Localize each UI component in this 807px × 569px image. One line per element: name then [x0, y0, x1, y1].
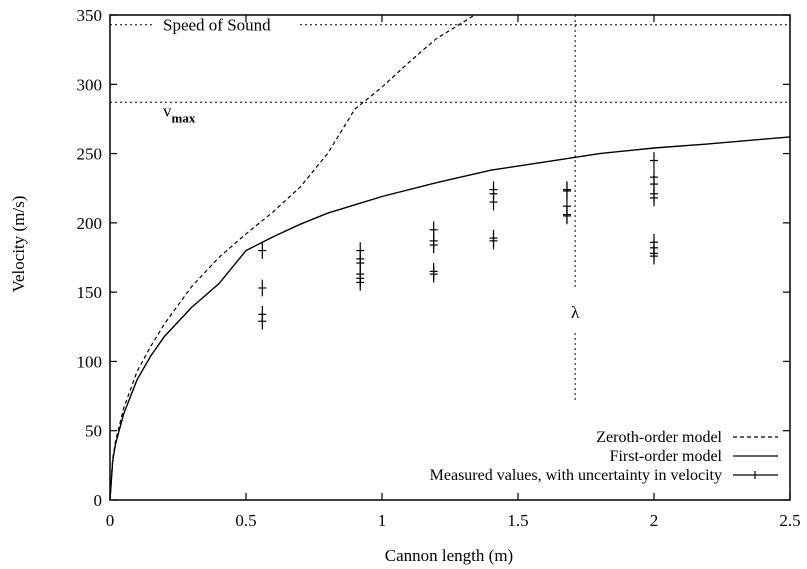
legend-label: Zeroth-order model — [596, 429, 722, 446]
x-tick-label: 1 — [378, 511, 387, 530]
x-tick-label: 1.5 — [507, 511, 528, 530]
data-point — [489, 193, 498, 211]
series-line-zeroth-order — [109, 14, 475, 501]
series-layer — [109, 14, 791, 501]
legend-label: First-order model — [610, 448, 723, 465]
x-tick-label: 2 — [650, 511, 659, 530]
y-tick-label: 50 — [85, 422, 102, 441]
data-point — [429, 265, 438, 283]
legend-label: Measured values, with uncertainty in vel… — [430, 467, 722, 484]
data-point — [258, 242, 267, 259]
data-point — [258, 312, 267, 330]
data-point — [489, 232, 498, 250]
x-tick-label: 0 — [106, 511, 115, 530]
data-point — [650, 189, 658, 207]
x-tick-label: 0.5 — [235, 511, 256, 530]
legend: Zeroth-order model First-order model Measu… — [430, 429, 778, 484]
plot-border — [109, 14, 791, 501]
plot-frame — [109, 14, 791, 501]
data-point — [429, 236, 438, 254]
vmax-label: vmax — [163, 101, 196, 125]
y-tick-label: 250 — [77, 145, 103, 164]
y-tick-label: 100 — [77, 352, 103, 371]
data-point — [356, 274, 365, 291]
series-line-first-order — [109, 136, 791, 501]
speed-of-sound-label: Speed of Sound — [163, 16, 271, 35]
y-tick-label: 350 — [77, 6, 103, 25]
y-tick-label: 200 — [77, 214, 103, 233]
reference-lines: Speed of Sound vmax λ — [110, 15, 790, 403]
y-axis: 0 50 100 150 200 250 300 350 — [77, 6, 790, 510]
data-point — [258, 279, 267, 297]
data-point — [650, 152, 658, 169]
y-tick-label: 300 — [77, 75, 103, 94]
data-point — [650, 247, 658, 265]
y-tick-label: 150 — [77, 283, 103, 302]
data-point — [562, 182, 571, 200]
x-tick-label: 2.5 — [779, 511, 800, 530]
data-point — [562, 207, 571, 225]
x-axis-title: Cannon length (m) — [385, 546, 513, 565]
x-axis: 0 0.5 1 1.5 2 2.5 — [106, 15, 801, 530]
lambda-label: λ — [571, 303, 580, 322]
y-axis-title: Velocity (m/s) — [9, 196, 28, 293]
y-tick-label: 0 — [94, 491, 103, 510]
